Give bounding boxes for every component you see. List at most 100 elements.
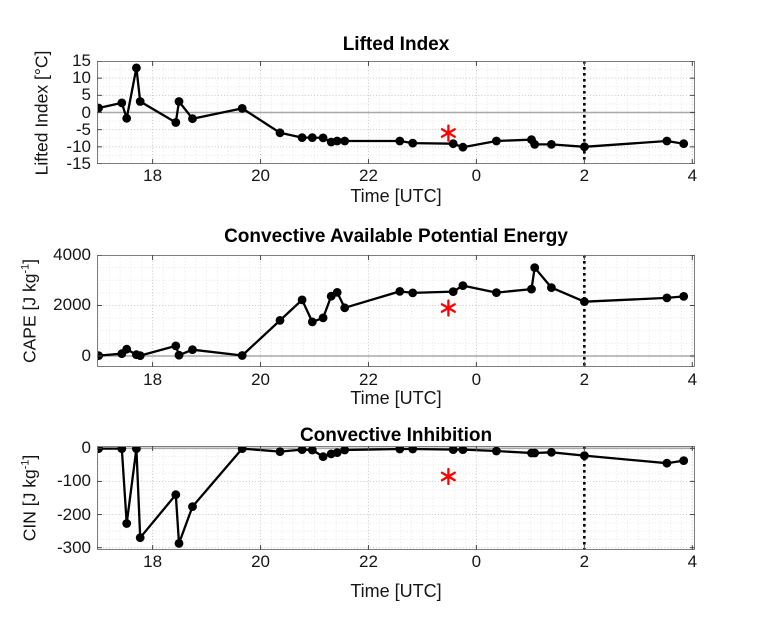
data-point-marker (122, 113, 132, 123)
data-point-marker (318, 133, 328, 143)
data-point-marker (547, 283, 556, 292)
chart-title: Lifted Index (342, 34, 450, 55)
data-point-marker (340, 136, 350, 146)
data-point-marker (395, 287, 405, 296)
x-tick-label: 20 (251, 552, 270, 571)
data-point-marker (135, 533, 145, 543)
x-tick-label: 22 (359, 166, 378, 185)
data-point-marker (492, 288, 501, 297)
data-point-marker (117, 446, 127, 453)
x-tick-label: 4 (687, 552, 698, 571)
data-point-marker (408, 138, 418, 148)
x-tick-label: 18 (143, 370, 163, 389)
x-tick-label: 18 (143, 166, 163, 185)
y-tick-label: 2000 (53, 295, 91, 315)
data-point-marker (174, 539, 184, 548)
data-point-marker (318, 313, 328, 323)
data-point-marker (332, 448, 342, 457)
y-tick-label: 0 (81, 345, 91, 365)
y-tick-label: 10 (72, 68, 91, 88)
y-axis-label: CIN [J kg-1] (19, 454, 40, 542)
asterisk-spoke (440, 128, 456, 138)
plot-area (97, 255, 695, 367)
data-point-marker (237, 351, 247, 360)
data-point-marker (135, 351, 145, 360)
data-point-marker (318, 452, 328, 461)
x-tick-label: 18 (143, 552, 163, 571)
data-point-marker (340, 446, 350, 455)
y-tick-label: -5 (75, 119, 91, 139)
data-point-marker (174, 350, 184, 360)
data-point-marker (547, 447, 556, 457)
data-point-marker (332, 288, 342, 297)
data-point-marker (530, 263, 540, 272)
data-point-marker (458, 142, 468, 152)
data-point-marker (492, 446, 501, 456)
data-point-marker (171, 490, 181, 500)
x-axis-label: Time [UTC] (350, 186, 442, 206)
data-point-marker (458, 281, 468, 290)
data-point-marker (408, 446, 418, 454)
data-point-marker (530, 140, 540, 149)
data-point-marker (297, 133, 307, 142)
data-point-marker (395, 136, 405, 146)
data-point-marker (580, 451, 589, 460)
data-point-marker (408, 288, 418, 298)
axes-box (97, 446, 695, 550)
data-point-marker (122, 519, 132, 528)
x-tick-label: 4 (687, 166, 698, 185)
data-point-marker (580, 297, 589, 307)
data-point-marker (174, 97, 184, 106)
x-axis-label: Time [UTC] (350, 388, 442, 408)
x-tick-label: 2 (579, 166, 590, 185)
x-tick-label: 4 (687, 370, 698, 389)
x-tick-label: 22 (359, 552, 378, 571)
y-tick-label: 4000 (53, 245, 91, 264)
data-point-marker (97, 103, 103, 113)
data-point-marker (297, 295, 307, 305)
x-tick-label: 0 (471, 370, 482, 389)
y-tick-label: -200 (56, 504, 91, 524)
data-point-marker (340, 303, 350, 313)
data-point-marker (132, 63, 141, 73)
x-tick-label: 0 (471, 552, 482, 571)
data-point-marker (547, 140, 556, 149)
data-point-marker (458, 446, 468, 454)
data-point-marker (492, 136, 501, 146)
y-tick-label: -100 (56, 471, 91, 491)
y-tick-label: -15 (66, 154, 91, 173)
y-tick-label: -10 (66, 136, 91, 156)
data-point-marker (307, 317, 317, 327)
x-tick-label: 2 (579, 552, 590, 571)
data-point-marker (448, 139, 458, 149)
data-point-marker (237, 104, 247, 113)
chart-title: Convective Inhibition (299, 425, 493, 446)
data-point-marker (97, 446, 103, 453)
plot-area (97, 446, 695, 550)
x-tick-label: 20 (251, 166, 270, 185)
red-asterisk-marker (440, 124, 456, 142)
x-tick-label: 2 (579, 370, 590, 389)
red-asterisk-marker (440, 299, 456, 317)
data-point-marker (171, 341, 181, 351)
data-point-marker (580, 142, 589, 152)
plot-area (97, 61, 695, 164)
data-point-marker (275, 128, 285, 138)
data-point-marker (332, 136, 342, 146)
chart-title: Convective Available Potential Energy (224, 226, 568, 247)
data-point-marker (679, 292, 689, 301)
data-point-marker (662, 458, 672, 468)
data-point-marker (132, 446, 141, 453)
y-tick-label: -300 (56, 537, 91, 557)
data-point-marker (135, 97, 145, 106)
y-tick-label: 15 (72, 51, 91, 70)
x-tick-label: 22 (359, 370, 378, 389)
axes-box (97, 255, 695, 367)
data-point-marker (530, 448, 540, 458)
data-point-marker (171, 118, 181, 127)
data-point-marker (297, 446, 307, 454)
data-point-marker (679, 139, 689, 149)
x-tick-label: 20 (251, 370, 270, 389)
